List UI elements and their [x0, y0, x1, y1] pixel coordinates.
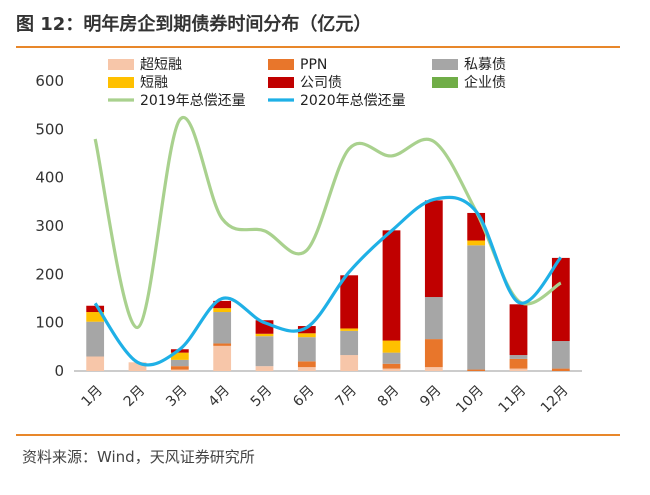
bar-segment: [382, 352, 401, 364]
source-note: 资料来源：Wind，天风证券研究所: [22, 448, 255, 466]
bar-segment: [86, 321, 105, 357]
bar-segment: [340, 275, 359, 329]
x-tick-label: 11月: [496, 383, 530, 417]
bar-segment: [213, 308, 232, 313]
bar-segment: [509, 358, 528, 369]
bar-segment: [340, 330, 359, 356]
bar-segment: [551, 341, 570, 369]
bar-segment: [128, 362, 147, 371]
y-tick-label: 500: [35, 120, 64, 138]
bar-segment: [424, 297, 443, 340]
x-tick-label: 10月: [453, 383, 487, 417]
bar-segment: [297, 337, 316, 362]
bar-segment: [382, 368, 401, 371]
bar-segment: [509, 355, 528, 359]
bar-segment: [255, 333, 274, 337]
bar-segment: [297, 361, 316, 368]
bar-segment: [170, 369, 189, 371]
bar-segment: [170, 359, 189, 367]
x-tick-label: 7月: [332, 383, 360, 411]
x-tick-label: 4月: [205, 383, 233, 411]
bar-segment: [297, 367, 316, 371]
bar-segment: [340, 355, 359, 371]
bar-segment: [297, 333, 316, 338]
bar-segment: [86, 305, 105, 313]
bar-segment: [467, 240, 486, 246]
y-tick-label: 600: [35, 72, 64, 90]
x-tick-label: 2月: [121, 383, 149, 411]
y-tick-label: 0: [54, 362, 64, 380]
bar-segment: [551, 257, 570, 342]
bar-segment: [213, 343, 232, 346]
bar-segment: [340, 328, 359, 331]
bar-segment: [467, 369, 486, 371]
bar-segment: [213, 300, 232, 309]
bar-segment: [424, 200, 443, 298]
bar-segment: [213, 312, 232, 344]
y-tick-label: 400: [35, 169, 64, 187]
bar-segment: [509, 368, 528, 371]
bar-segment: [424, 339, 443, 368]
chart: 0 100 200 300 400 500 600 1月 2月 3月 4月 5月 6月 7月 8月 9月 10月…: [35, 57, 582, 417]
x-tick-label: 1月: [78, 383, 106, 411]
legend-swatch: [108, 77, 134, 88]
bar-segment: [382, 230, 401, 341]
bar-segment: [424, 367, 443, 371]
x-tick-label: 9月: [417, 383, 445, 411]
bar-segment: [467, 245, 486, 370]
legend-label: 2019年总偿还量: [140, 93, 246, 109]
title-rule: [16, 46, 620, 48]
legend-label: 2020年总偿还量: [300, 93, 406, 109]
bar-segment: [509, 304, 528, 356]
x-tick-label: 12月: [538, 383, 572, 417]
legend-swatch: [268, 59, 294, 70]
bar-segment: [297, 326, 316, 334]
bar-segment: [255, 336, 274, 367]
source-rule: [16, 434, 620, 436]
bar-segment: [86, 356, 105, 371]
legend-swatch: [268, 77, 294, 88]
series-line: [93, 195, 563, 367]
legend-swatch: [432, 59, 458, 70]
bar-segment: [382, 363, 401, 369]
bar-segment: [86, 312, 105, 322]
legend-swatch: [432, 77, 458, 88]
legend-label: 私募债: [464, 57, 506, 73]
legend-label: 公司债: [300, 75, 342, 91]
legend-label: PPN: [300, 57, 327, 73]
bar-segment: [551, 368, 570, 371]
x-tick-label: 5月: [248, 383, 276, 411]
y-tick-label: 100: [35, 314, 64, 332]
y-tick-label: 300: [35, 217, 64, 235]
legend-label: 超短融: [140, 57, 182, 73]
bar-segment: [213, 345, 232, 371]
series-line: [93, 115, 562, 330]
bar-segment: [382, 340, 401, 353]
x-tick-label: 6月: [290, 383, 318, 411]
legend-label: 企业债: [464, 74, 506, 91]
bar-segment: [170, 366, 189, 370]
legend-label: 短融: [140, 75, 168, 91]
x-tick-label: 3月: [163, 383, 191, 411]
bar-segment: [170, 352, 189, 360]
figure-title: 图 12：明年房企到期债券时间分布（亿元）: [16, 14, 372, 35]
x-tick-label: 8月: [375, 383, 403, 411]
bar-segment: [255, 366, 274, 371]
y-tick-label: 200: [35, 265, 64, 283]
legend-swatch: [108, 59, 134, 70]
